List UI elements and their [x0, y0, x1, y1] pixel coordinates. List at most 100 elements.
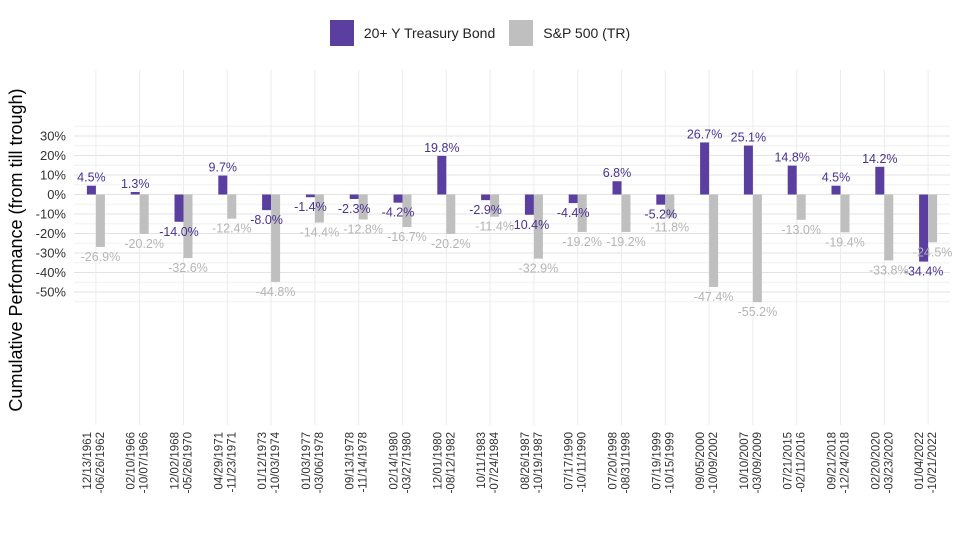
data-label-sp500: -14.4% [300, 226, 340, 240]
bar-treasury [437, 155, 447, 195]
bar-sp500 [533, 194, 543, 259]
data-label-treasury: -5.2% [644, 208, 677, 222]
bar-sp500 [314, 194, 324, 223]
data-label-treasury: 14.8% [774, 151, 809, 165]
x-tick-label: 12/02/1968 [170, 432, 182, 490]
bar-treasury [218, 175, 228, 195]
legend-swatch-sp500 [509, 20, 534, 46]
x-tick-label: -06/26/1962 [95, 432, 107, 493]
bar-sp500 [402, 194, 412, 228]
x-tick-label: -05/26/1970 [183, 432, 195, 493]
x-tick-label: -02/11/2016 [796, 432, 808, 493]
x-tick-label: 07/20/1998 [608, 432, 620, 490]
data-label-treasury: -2.3% [338, 202, 371, 216]
bar-treasury [743, 145, 753, 195]
x-tick-label: -03/27/1980 [402, 432, 414, 493]
data-label-sp500: -19.2% [562, 235, 602, 249]
x-tick-label: 02/20/2020 [870, 432, 882, 490]
x-tick-label: 07/21/2015 [783, 432, 795, 490]
x-tick-label: 08/26/1987 [520, 432, 532, 490]
bar-sp500 [709, 194, 719, 287]
data-label-treasury: -4.2% [382, 206, 415, 220]
bar-sp500 [183, 194, 193, 259]
x-tick-label: 04/29/1971 [213, 432, 225, 490]
data-label-sp500: -13.0% [781, 223, 821, 237]
data-label-sp500: -19.4% [825, 235, 865, 249]
data-label-treasury: -10.4% [510, 218, 550, 232]
bar-sp500 [227, 194, 237, 219]
x-tick-label: 09/05/2000 [695, 432, 707, 490]
x-tick-label: -08/31/1998 [621, 432, 633, 493]
data-labels: 4.5% 1.3% -14.0% 9.7% -8.0% -1.4% -2.3% -4.2% 19… [77, 127, 952, 319]
bar-treasury [393, 194, 403, 203]
bar-sp500 [490, 194, 500, 217]
data-label-treasury: 4.5% [77, 171, 106, 185]
x-tick-label: 12/01/1980 [432, 432, 444, 490]
data-label-sp500: -32.9% [519, 262, 559, 276]
legend-item-sp500: S&P 500 (TR) [509, 20, 630, 46]
x-tick-label: -10/21/2022 [927, 432, 939, 493]
data-label-sp500: -24.5% [913, 245, 953, 259]
legend-label-treasury: 20+ Y Treasury Bond [363, 25, 496, 41]
bar-treasury [919, 194, 929, 262]
bar-treasury [656, 194, 666, 205]
data-label-treasury: -14.0% [159, 225, 199, 239]
bar-treasury [875, 166, 885, 195]
y-tick-label: -40% [36, 265, 67, 280]
data-label-treasury: 26.7% [687, 127, 722, 141]
x-tick-label: 09/13/1978 [345, 432, 357, 490]
x-tick-label: 01/04/2022 [914, 432, 926, 490]
data-label-treasury: -2.9% [469, 203, 502, 217]
bar-sp500 [796, 194, 806, 220]
data-label-sp500: -55.2% [738, 305, 778, 319]
x-tick-label: 12/13/1961 [82, 432, 94, 490]
x-tick-label: 07/17/1990 [564, 432, 576, 490]
y-tick-label: -30% [36, 246, 67, 261]
y-axis-label: Cumulative Perfomance (from till trough) [6, 88, 26, 411]
data-label-sp500: -26.9% [81, 250, 121, 264]
bar-sp500 [271, 194, 281, 282]
data-label-sp500: -20.2% [124, 237, 164, 251]
x-tick-label: 02/14/1980 [389, 432, 401, 490]
bar-sp500 [884, 194, 894, 261]
x-tick-label: -03/23/2020 [883, 432, 895, 493]
bars [86, 142, 938, 303]
bar-treasury [831, 185, 841, 195]
data-label-treasury: -1.4% [294, 200, 327, 214]
x-tick-label: 10/10/2007 [739, 432, 751, 490]
data-label-treasury: 19.8% [424, 141, 459, 155]
bar-sp500 [577, 194, 587, 232]
data-label-sp500: -19.2% [606, 235, 646, 249]
x-tick-label: -10/15/1999 [664, 432, 676, 493]
y-tick-label: -10% [36, 207, 67, 222]
data-label-sp500: -47.4% [694, 290, 734, 304]
bar-treasury [86, 185, 96, 195]
x-tick-label: -10/07/1966 [139, 432, 151, 493]
data-label-sp500: -12.8% [343, 222, 383, 236]
x-tick-label: -12/24/2018 [840, 432, 852, 493]
x-tick-label: 07/19/1999 [651, 432, 663, 490]
y-tick-label: -20% [36, 226, 67, 241]
y-tick-label: 0% [47, 187, 66, 202]
data-label-treasury: -8.0% [250, 213, 283, 227]
bar-sp500 [358, 194, 368, 220]
data-label-treasury: -4.4% [557, 206, 590, 220]
data-label-sp500: -11.4% [475, 220, 514, 234]
x-tick-label: 01/12/1973 [257, 432, 269, 490]
bar-sp500 [928, 194, 938, 243]
data-label-sp500: -11.8% [650, 221, 689, 235]
data-label-treasury: 9.7% [209, 161, 238, 175]
bar-treasury [524, 194, 534, 215]
data-label-sp500: -12.4% [212, 222, 252, 236]
legend-swatch-treasury [329, 20, 354, 46]
x-tick-label: -07/24/1984 [489, 431, 501, 493]
grid [74, 70, 950, 425]
data-label-sp500: -32.6% [168, 261, 208, 275]
data-label-sp500: -16.7% [387, 230, 427, 244]
x-tick-label: -08/12/1982 [445, 432, 457, 493]
x-tick-label: -03/06/1978 [314, 432, 326, 493]
bar-sp500 [665, 194, 675, 218]
data-label-treasury: 4.5% [822, 171, 851, 185]
bar-treasury [568, 194, 578, 204]
